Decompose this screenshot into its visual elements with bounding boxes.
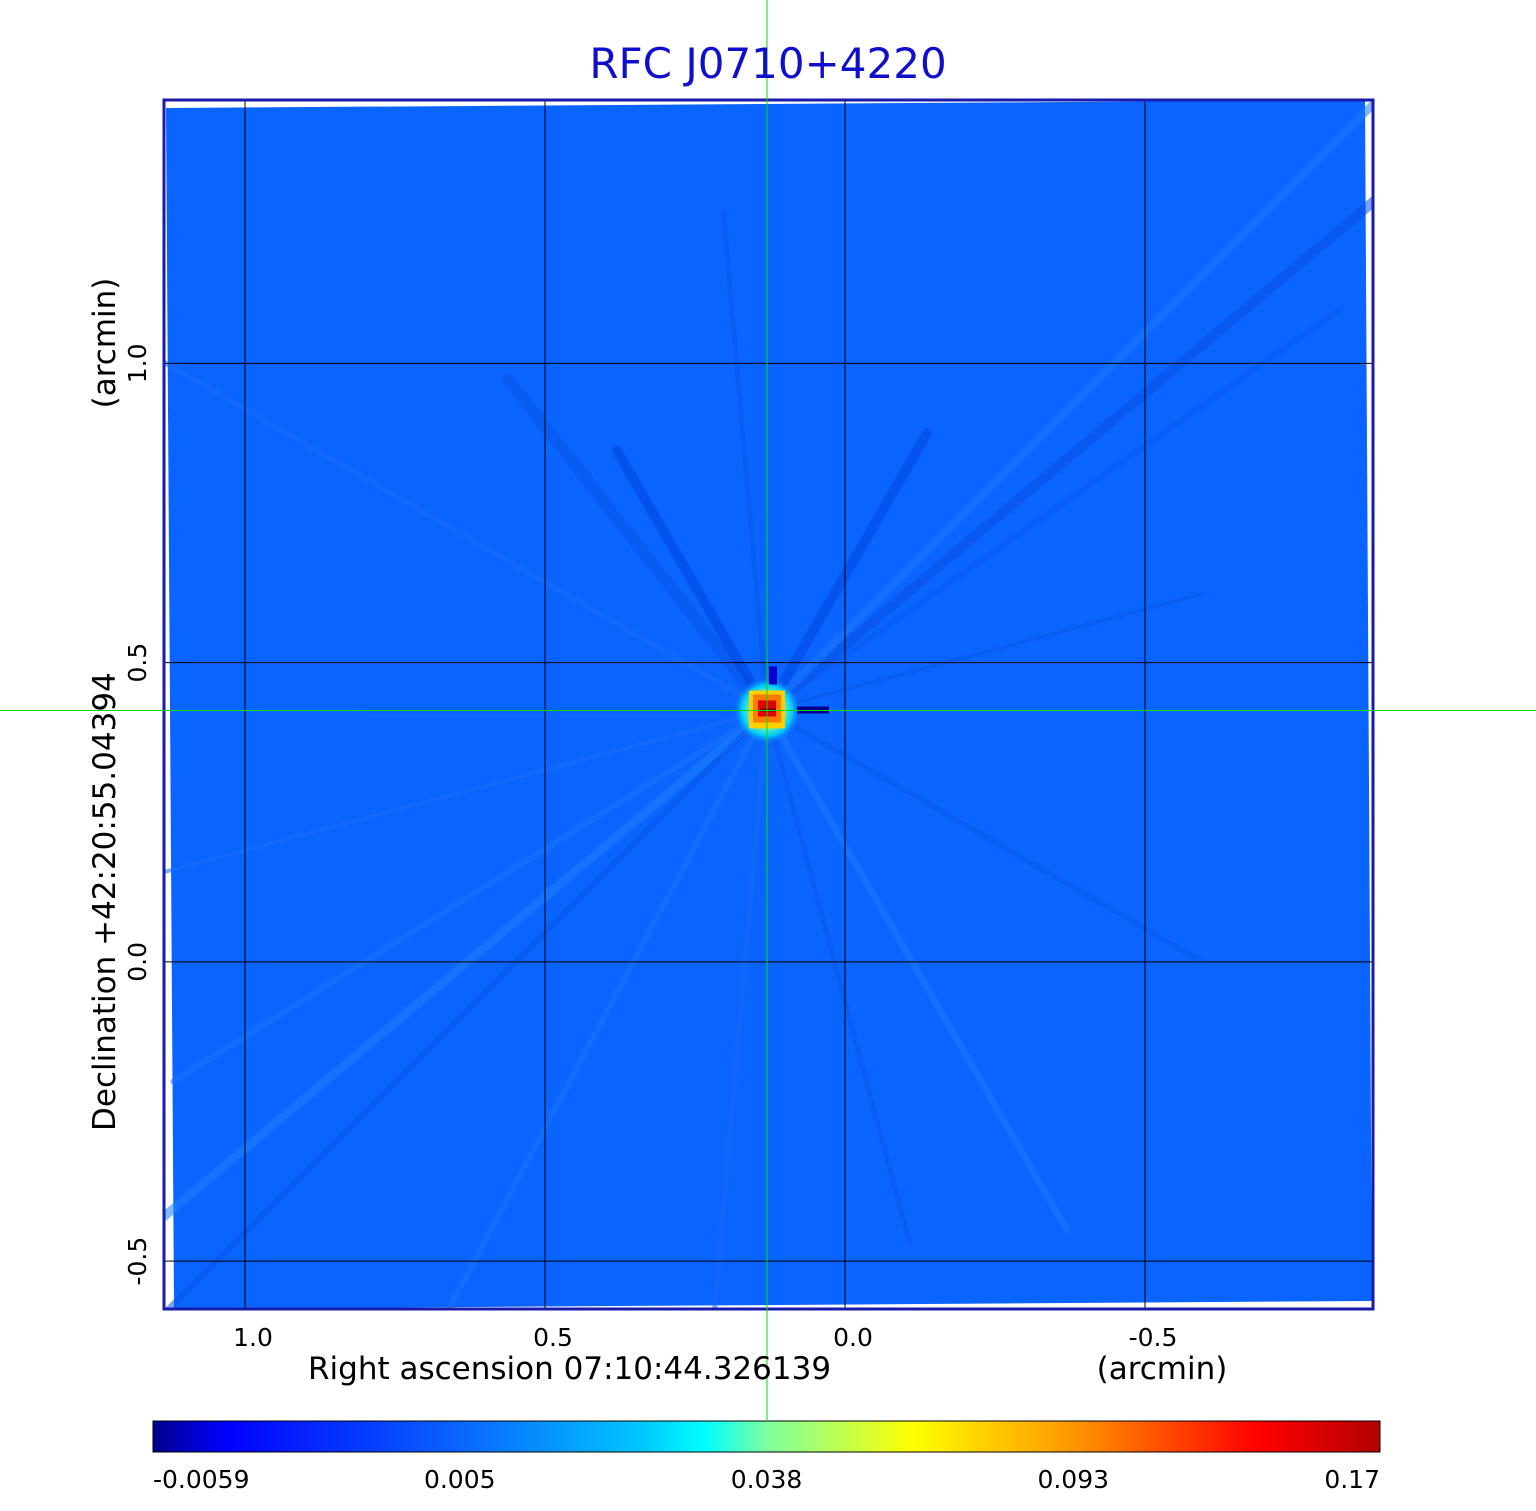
colorbar-tick-label: 0.005 xyxy=(424,1465,496,1494)
colorbar-tick-label: 0.093 xyxy=(1037,1465,1109,1494)
sidelobe-streak xyxy=(164,705,772,1223)
sidelobe-streak xyxy=(764,305,1344,714)
x-tick-label: 0.0 xyxy=(833,1323,873,1352)
sidelobe-streak xyxy=(762,428,932,716)
chart-title: RFC J0710+4220 xyxy=(589,39,946,88)
sidelobe-streak xyxy=(763,100,1373,715)
sidelobe-streak xyxy=(765,592,1204,713)
sidelobe-streak xyxy=(762,195,1373,716)
colorbar-tick-label: 0.17 xyxy=(1324,1465,1380,1494)
sidelobe-streak xyxy=(612,445,772,716)
colorbar-tick-labels: -0.0059 0.005 0.038 0.093 0.17 xyxy=(153,1465,1380,1494)
sidelobe-streak xyxy=(445,707,770,1309)
y-axis-unit: (arcmin) xyxy=(87,278,123,409)
y-axis-label: Declination +42:20:55.04394 xyxy=(87,672,123,1131)
y-tick-labels: -0.5 0.0 0.5 1.0 xyxy=(123,343,152,1285)
negative-lobe xyxy=(769,666,777,685)
sidelobe-streaks xyxy=(164,100,1373,1309)
sidelobe-streak xyxy=(764,707,912,1245)
sidelobe-streak xyxy=(763,706,1071,1234)
colorbar xyxy=(152,1420,1381,1453)
x-tick-label: 1.0 xyxy=(233,1323,273,1352)
x-tick-labels: 1.0 0.5 0.0 -0.5 xyxy=(233,1323,1177,1352)
y-tick-label: 1.0 xyxy=(123,343,152,383)
sidelobe-streak xyxy=(502,373,773,717)
plot-frame xyxy=(162,98,1375,1311)
grid-lines-x xyxy=(244,100,1146,1309)
colorbar-tick-label: 0.038 xyxy=(731,1465,803,1494)
x-tick-label: -0.5 xyxy=(1129,1323,1178,1352)
y-tick-label: 0.5 xyxy=(123,643,152,683)
intensity-map xyxy=(164,100,1373,1309)
colorbar-tick-label: -0.0059 xyxy=(153,1465,250,1494)
x-axis-label: Right ascension 07:10:44.326139 xyxy=(308,1351,831,1387)
sidelobe-streak xyxy=(764,707,1203,963)
sidelobe-streak xyxy=(164,708,769,875)
y-tick-label: -0.5 xyxy=(123,1237,152,1286)
grid-lines-y xyxy=(164,362,1373,1262)
sidelobe-streak xyxy=(164,707,770,1309)
sidelobe-streak xyxy=(164,359,770,713)
y-tick-label: 0.0 xyxy=(123,942,152,982)
sidelobe-streak xyxy=(170,707,770,1085)
x-tick-label: 0.5 xyxy=(533,1323,573,1352)
sidelobe-streak xyxy=(712,707,770,1309)
x-axis-unit: (arcmin) xyxy=(1097,1351,1228,1387)
sidelobe-streak xyxy=(720,209,770,713)
